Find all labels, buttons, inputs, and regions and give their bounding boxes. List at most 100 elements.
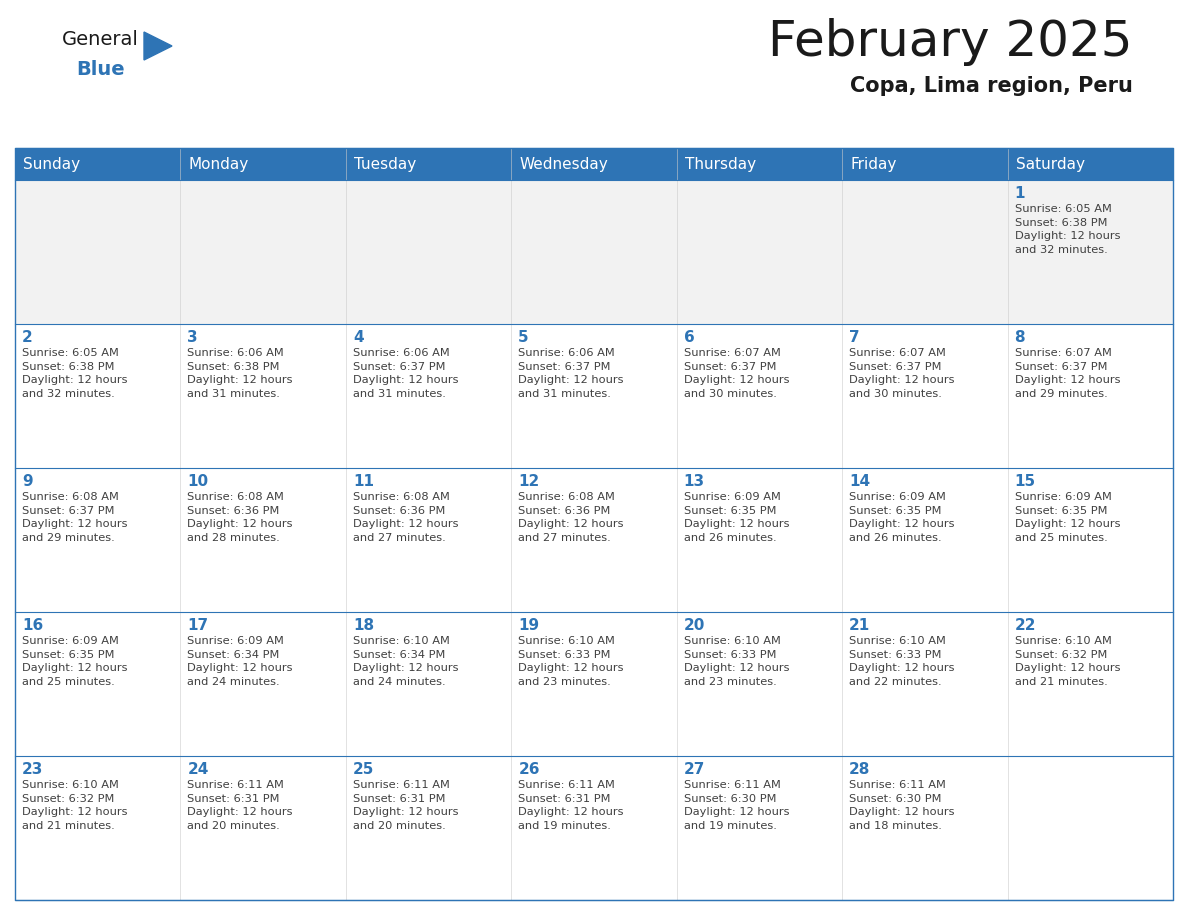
Bar [677,612,842,756]
Text: Sunrise: 6:09 AM
Sunset: 6:35 PM
Daylight: 12 hours
and 25 minutes.: Sunrise: 6:09 AM Sunset: 6:35 PM Dayligh… [1015,492,1120,543]
Bar [511,324,677,468]
Text: General: General [62,30,139,49]
Text: 25: 25 [353,762,374,777]
Text: 11: 11 [353,474,374,489]
Bar [677,324,842,468]
Text: 26: 26 [518,762,539,777]
Text: 9: 9 [23,474,32,489]
Text: Sunrise: 6:11 AM
Sunset: 6:31 PM
Daylight: 12 hours
and 20 minutes.: Sunrise: 6:11 AM Sunset: 6:31 PM Dayligh… [353,780,459,831]
Text: February 2025: February 2025 [769,18,1133,66]
Bar [842,180,1007,324]
Text: 28: 28 [849,762,871,777]
Text: Copa, Lima region, Peru: Copa, Lima region, Peru [851,76,1133,96]
Bar [677,148,842,180]
Text: 8: 8 [1015,330,1025,345]
Bar [511,468,677,612]
Bar [181,612,346,756]
Text: 27: 27 [684,762,706,777]
Text: 6: 6 [684,330,695,345]
Text: 1: 1 [1015,186,1025,201]
Bar [1007,148,1173,180]
Bar [181,324,346,468]
Text: Sunrise: 6:09 AM
Sunset: 6:34 PM
Daylight: 12 hours
and 24 minutes.: Sunrise: 6:09 AM Sunset: 6:34 PM Dayligh… [188,636,293,687]
Text: 15: 15 [1015,474,1036,489]
Bar [511,148,677,180]
Text: 21: 21 [849,618,871,633]
Bar [1007,324,1173,468]
Bar [511,756,677,900]
Text: Sunrise: 6:05 AM
Sunset: 6:38 PM
Daylight: 12 hours
and 32 minutes.: Sunrise: 6:05 AM Sunset: 6:38 PM Dayligh… [23,348,127,398]
Text: 3: 3 [188,330,198,345]
Bar [15,612,181,756]
Text: Sunrise: 6:11 AM
Sunset: 6:31 PM
Daylight: 12 hours
and 19 minutes.: Sunrise: 6:11 AM Sunset: 6:31 PM Dayligh… [518,780,624,831]
Text: Monday: Monday [189,156,248,172]
Text: Sunrise: 6:07 AM
Sunset: 6:37 PM
Daylight: 12 hours
and 30 minutes.: Sunrise: 6:07 AM Sunset: 6:37 PM Dayligh… [849,348,955,398]
Bar [15,324,181,468]
Text: Thursday: Thursday [684,156,756,172]
Bar [1007,756,1173,900]
Bar [677,468,842,612]
Bar [1007,468,1173,612]
Text: 4: 4 [353,330,364,345]
Text: Sunrise: 6:07 AM
Sunset: 6:37 PM
Daylight: 12 hours
and 29 minutes.: Sunrise: 6:07 AM Sunset: 6:37 PM Dayligh… [1015,348,1120,398]
Text: Sunrise: 6:11 AM
Sunset: 6:30 PM
Daylight: 12 hours
and 18 minutes.: Sunrise: 6:11 AM Sunset: 6:30 PM Dayligh… [849,780,955,831]
Text: 22: 22 [1015,618,1036,633]
Text: Sunrise: 6:10 AM
Sunset: 6:32 PM
Daylight: 12 hours
and 21 minutes.: Sunrise: 6:10 AM Sunset: 6:32 PM Dayligh… [1015,636,1120,687]
Bar [842,148,1007,180]
Bar [346,612,511,756]
Bar [181,468,346,612]
Text: Saturday: Saturday [1016,156,1085,172]
Text: 23: 23 [23,762,44,777]
Text: 14: 14 [849,474,871,489]
Text: Sunrise: 6:10 AM
Sunset: 6:34 PM
Daylight: 12 hours
and 24 minutes.: Sunrise: 6:10 AM Sunset: 6:34 PM Dayligh… [353,636,459,687]
Text: Sunrise: 6:05 AM
Sunset: 6:38 PM
Daylight: 12 hours
and 32 minutes.: Sunrise: 6:05 AM Sunset: 6:38 PM Dayligh… [1015,204,1120,255]
Text: Sunrise: 6:10 AM
Sunset: 6:33 PM
Daylight: 12 hours
and 23 minutes.: Sunrise: 6:10 AM Sunset: 6:33 PM Dayligh… [518,636,624,687]
Bar [842,324,1007,468]
Bar [842,756,1007,900]
Text: Sunrise: 6:10 AM
Sunset: 6:33 PM
Daylight: 12 hours
and 23 minutes.: Sunrise: 6:10 AM Sunset: 6:33 PM Dayligh… [684,636,789,687]
Text: 16: 16 [23,618,43,633]
Bar [842,468,1007,612]
Bar [1007,180,1173,324]
Text: Sunrise: 6:06 AM
Sunset: 6:37 PM
Daylight: 12 hours
and 31 minutes.: Sunrise: 6:06 AM Sunset: 6:37 PM Dayligh… [353,348,459,398]
Text: 10: 10 [188,474,209,489]
Text: 13: 13 [684,474,704,489]
Bar [181,180,346,324]
Text: Wednesday: Wednesday [519,156,608,172]
Text: Sunrise: 6:09 AM
Sunset: 6:35 PM
Daylight: 12 hours
and 26 minutes.: Sunrise: 6:09 AM Sunset: 6:35 PM Dayligh… [684,492,789,543]
Text: 12: 12 [518,474,539,489]
Text: Sunrise: 6:09 AM
Sunset: 6:35 PM
Daylight: 12 hours
and 26 minutes.: Sunrise: 6:09 AM Sunset: 6:35 PM Dayligh… [849,492,955,543]
Bar [1007,612,1173,756]
Bar [346,756,511,900]
Bar [181,148,346,180]
Text: Sunrise: 6:10 AM
Sunset: 6:32 PM
Daylight: 12 hours
and 21 minutes.: Sunrise: 6:10 AM Sunset: 6:32 PM Dayligh… [23,780,127,831]
Text: Blue: Blue [76,60,125,79]
Bar [346,180,511,324]
Text: 17: 17 [188,618,209,633]
Bar [15,756,181,900]
Bar [15,148,181,180]
Text: 20: 20 [684,618,706,633]
Bar [677,180,842,324]
Text: Sunrise: 6:09 AM
Sunset: 6:35 PM
Daylight: 12 hours
and 25 minutes.: Sunrise: 6:09 AM Sunset: 6:35 PM Dayligh… [23,636,127,687]
Text: Sunrise: 6:06 AM
Sunset: 6:37 PM
Daylight: 12 hours
and 31 minutes.: Sunrise: 6:06 AM Sunset: 6:37 PM Dayligh… [518,348,624,398]
Text: Sunrise: 6:07 AM
Sunset: 6:37 PM
Daylight: 12 hours
and 30 minutes.: Sunrise: 6:07 AM Sunset: 6:37 PM Dayligh… [684,348,789,398]
Text: Sunrise: 6:10 AM
Sunset: 6:33 PM
Daylight: 12 hours
and 22 minutes.: Sunrise: 6:10 AM Sunset: 6:33 PM Dayligh… [849,636,955,687]
Text: Sunrise: 6:11 AM
Sunset: 6:31 PM
Daylight: 12 hours
and 20 minutes.: Sunrise: 6:11 AM Sunset: 6:31 PM Dayligh… [188,780,293,831]
Bar [511,180,677,324]
Bar [346,324,511,468]
Text: 18: 18 [353,618,374,633]
Text: 2: 2 [23,330,33,345]
Bar [346,468,511,612]
Bar [346,148,511,180]
Text: 24: 24 [188,762,209,777]
Text: Sunrise: 6:08 AM
Sunset: 6:36 PM
Daylight: 12 hours
and 27 minutes.: Sunrise: 6:08 AM Sunset: 6:36 PM Dayligh… [518,492,624,543]
Text: Friday: Friday [851,156,897,172]
Bar [15,148,1173,900]
Text: 19: 19 [518,618,539,633]
Text: Sunrise: 6:08 AM
Sunset: 6:36 PM
Daylight: 12 hours
and 28 minutes.: Sunrise: 6:08 AM Sunset: 6:36 PM Dayligh… [188,492,293,543]
Text: 5: 5 [518,330,529,345]
Text: 7: 7 [849,330,860,345]
Text: Sunday: Sunday [23,156,80,172]
Polygon shape [144,32,172,60]
